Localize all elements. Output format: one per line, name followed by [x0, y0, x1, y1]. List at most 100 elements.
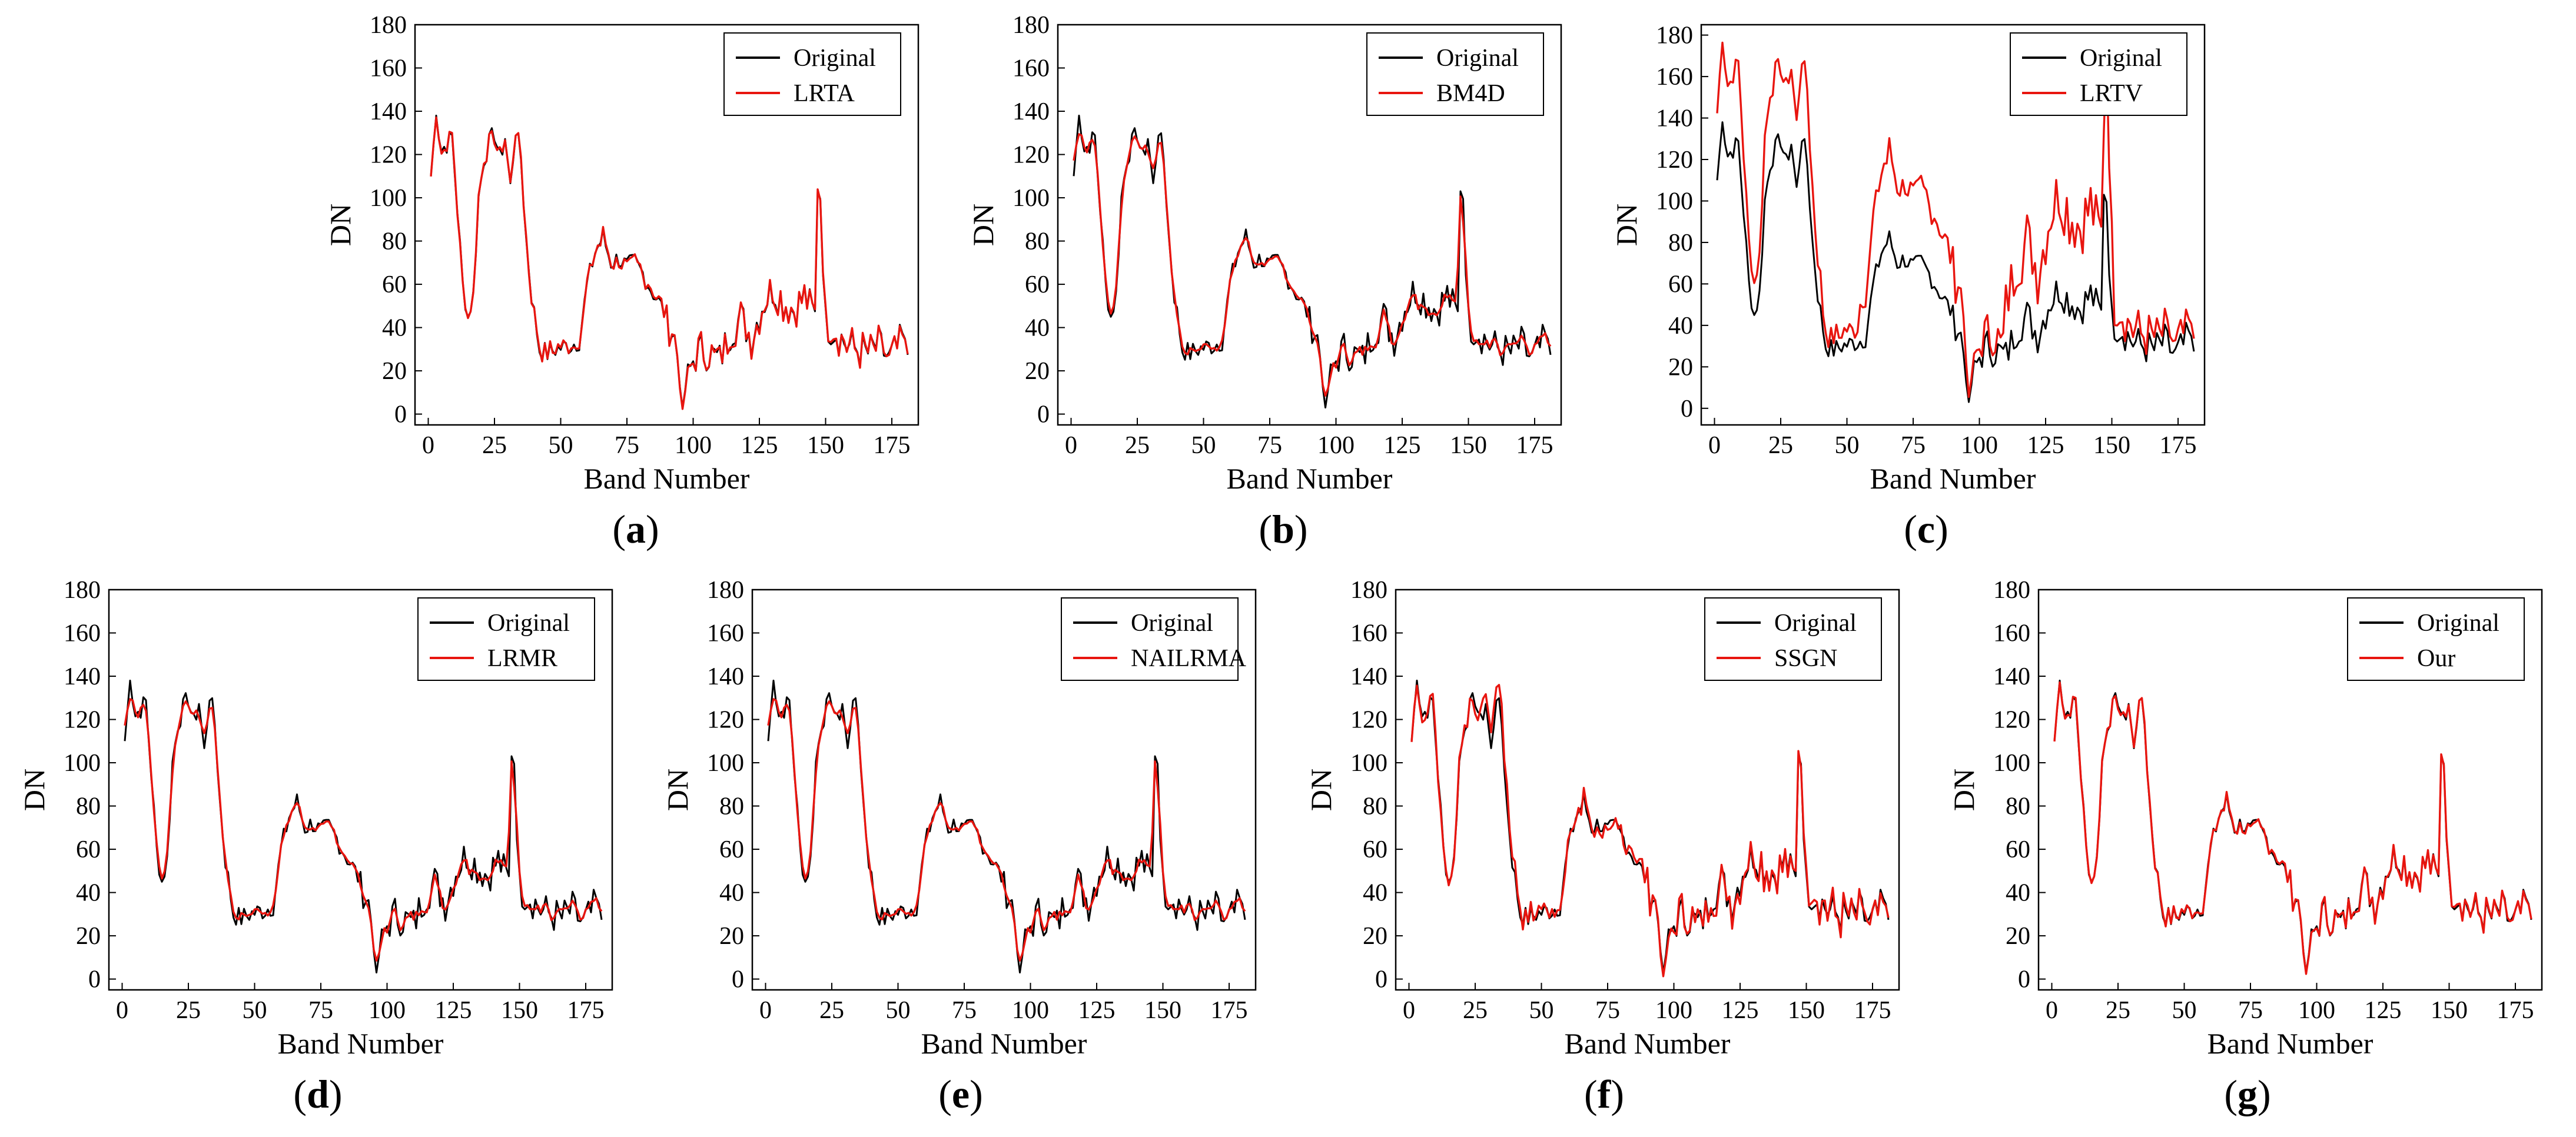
x-tick-label: 75	[952, 997, 977, 1024]
plot-frame	[1057, 24, 1562, 426]
legend-entry: Original	[2080, 45, 2162, 72]
y-tick-label: 180	[1656, 22, 1693, 49]
x-axis-label: Band Number	[921, 1027, 1087, 1060]
chart-svg-a: 0 20 40 60 80 100 120 140 160 180 0 25 50 75 100 125 150…	[324, 12, 919, 495]
series-line-original	[1073, 114, 1552, 409]
x-tick-label: 0	[1708, 432, 1721, 459]
y-tick-label: 160	[370, 55, 407, 82]
y-tick-label: 120	[64, 707, 101, 734]
y-axis-label: DN	[661, 769, 694, 811]
x-tick-label: 100	[1012, 997, 1049, 1024]
y-tick-label: 0	[1375, 966, 1387, 993]
chart-panel-c: 0 20 40 60 80 100 120 140 160 180 0 25 50 75 100 125 150…	[1592, 0, 2228, 530]
x-tick-label: 125	[435, 997, 472, 1024]
caption-d: (d)	[293, 1072, 343, 1116]
plot-frame	[108, 589, 613, 991]
caption-f: (f)	[1584, 1072, 1624, 1116]
x-tick-label: 25	[176, 997, 201, 1024]
caption-letter-e: e	[951, 1072, 970, 1116]
y-tick-label: 140	[370, 98, 407, 125]
x-tick-label: 50	[243, 997, 267, 1024]
y-tick-label: 0	[1037, 401, 1050, 428]
legend-box	[417, 597, 595, 681]
plot-frame	[1395, 589, 1900, 991]
y-tick-label: 60	[719, 836, 744, 863]
x-tick-label: 75	[308, 997, 333, 1024]
y-tick-label: 80	[719, 793, 744, 820]
legend-box	[1061, 597, 1239, 681]
chart-panel-g: 0 20 40 60 80 100 120 140 160 180 0 25 50 75 100 125 150…	[1930, 565, 2565, 1095]
y-tick-label: 100	[707, 750, 744, 777]
x-axis-label: Band Number	[584, 462, 750, 495]
x-tick-label: 100	[675, 432, 712, 459]
x-tick-label: 0	[1403, 997, 1415, 1024]
y-tick-label: 40	[1363, 880, 1387, 907]
x-tick-label: 175	[1516, 432, 1553, 459]
y-tick-label: 160	[64, 620, 101, 647]
legend-entry: SSGN	[1774, 645, 1837, 672]
x-tick-label: 25	[1768, 432, 1793, 459]
y-tick-label: 0	[2018, 966, 2030, 993]
legend-entry: Original	[1436, 45, 1519, 72]
y-tick-label: 140	[64, 663, 101, 690]
series-line-original	[124, 679, 603, 974]
plot-frame	[1700, 24, 2206, 426]
x-tick-label: 175	[1211, 997, 1248, 1024]
y-tick-label: 40	[719, 880, 744, 907]
y-tick-label: 120	[1013, 142, 1050, 169]
y-tick-label: 0	[732, 966, 744, 993]
series-line-lrmr	[124, 698, 603, 962]
y-tick-label: 140	[1993, 663, 2030, 690]
x-tick-label: 175	[1854, 997, 1891, 1024]
y-tick-label: 160	[1993, 620, 2030, 647]
caption-b: (b)	[1259, 507, 1308, 551]
y-tick-label: 20	[1363, 923, 1387, 950]
y-tick-label: 120	[370, 142, 407, 169]
y-tick-label: 0	[88, 966, 101, 993]
x-tick-label: 0	[116, 997, 128, 1024]
y-tick-label: 120	[1350, 707, 1387, 734]
x-tick-label: 150	[1144, 997, 1181, 1024]
plot-frame	[414, 24, 919, 426]
y-tick-label: 140	[1656, 105, 1693, 132]
x-tick-label: 75	[615, 432, 639, 459]
y-tick-label: 140	[1350, 663, 1387, 690]
y-tick-label: 40	[382, 315, 407, 342]
legend-box	[1366, 32, 1544, 116]
chart-svg-d: 0 20 40 60 80 100 120 140 160 180 0 25 50 75 100 125 150…	[18, 577, 613, 1060]
y-axis-label: DN	[967, 204, 1000, 246]
legend-entry: Original	[487, 610, 570, 637]
legend-entry: Original	[2417, 610, 2499, 637]
chart-svg-g: 0 20 40 60 80 100 120 140 160 180 0 25 50 75 100 125 150…	[1947, 577, 2543, 1060]
caption-a: (a)	[612, 507, 659, 551]
x-axis-label: Band Number	[2207, 1027, 2373, 1060]
x-tick-label: 125	[1384, 432, 1421, 459]
y-tick-label: 180	[1993, 577, 2030, 604]
y-tick-label: 80	[1363, 793, 1387, 820]
plot-frame	[2037, 589, 2543, 991]
y-tick-label: 0	[1681, 395, 1693, 423]
caption-letter-b: b	[1272, 507, 1294, 551]
y-tick-label: 140	[1013, 98, 1050, 125]
series-line-ssgn	[1410, 684, 1890, 978]
x-axis-label: Band Number	[1870, 462, 2036, 495]
y-tick-label: 180	[707, 577, 744, 604]
y-tick-label: 140	[707, 663, 744, 690]
y-tick-label: 80	[382, 228, 407, 255]
y-tick-label: 20	[719, 923, 744, 950]
x-axis-label: Band Number	[1565, 1027, 1731, 1060]
chart-svg-e: 0 20 40 60 80 100 120 140 160 180 0 25 50 75 100 125 150…	[661, 577, 1257, 1060]
series-line-lrta	[430, 116, 909, 410]
y-tick-label: 20	[1025, 358, 1050, 385]
x-tick-label: 150	[501, 997, 538, 1024]
caption-letter-g: g	[2238, 1072, 2258, 1116]
y-tick-label: 60	[1025, 271, 1050, 298]
y-tick-label: 20	[2006, 923, 2030, 950]
x-tick-label: 100	[2298, 997, 2335, 1024]
x-tick-label: 150	[1788, 997, 1825, 1024]
y-tick-label: 120	[1656, 147, 1693, 174]
legend-entry: LRTV	[2080, 80, 2143, 107]
y-tick-label: 100	[370, 185, 407, 212]
legend-entry: Original	[1131, 610, 1213, 637]
x-tick-label: 150	[807, 432, 844, 459]
